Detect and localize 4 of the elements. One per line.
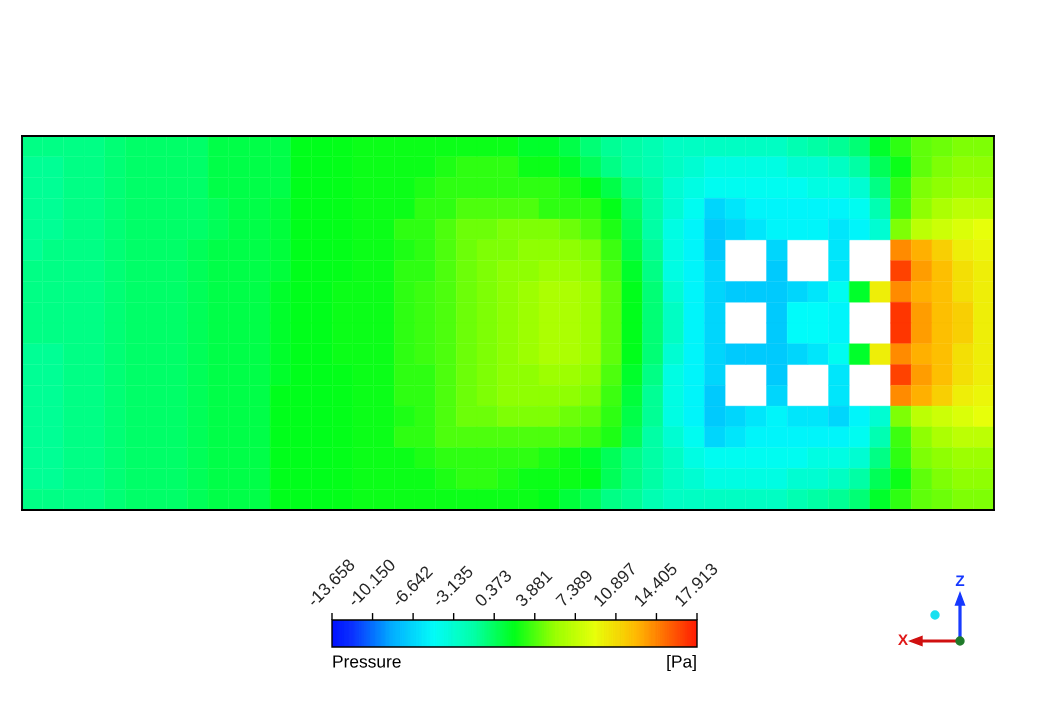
text: [Pa]	[667, 654, 696, 672]
color-bar-title: Pressure	[333, 655, 401, 668]
text: X	[898, 634, 908, 645]
text: Z	[955, 575, 965, 586]
